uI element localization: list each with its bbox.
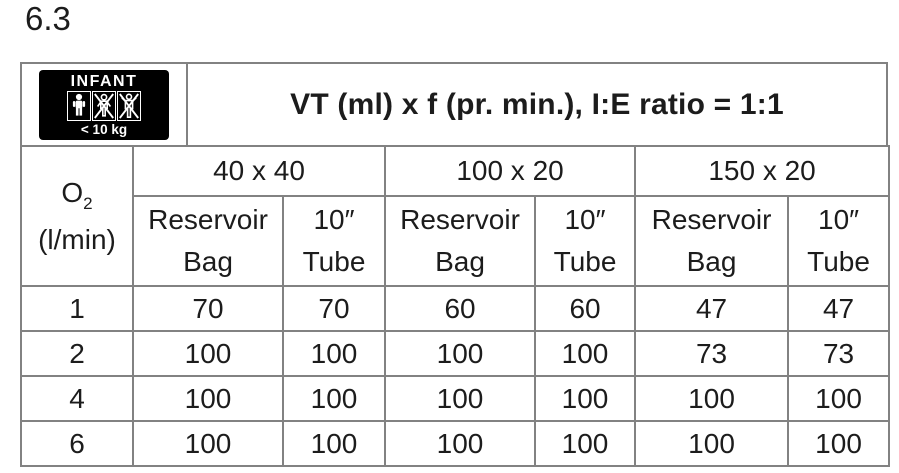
o2-flow-header: O2 (l/min): [20, 145, 134, 287]
tube-size-label: 10″: [564, 204, 606, 235]
cell-value: 47: [634, 285, 790, 332]
sub-header-row: Reservoir Bag 10″ Tube Reservoir Bag 10″…: [21, 195, 891, 287]
group-header-150x20: 150 x 20: [634, 145, 891, 197]
tube-size-label: 10″: [313, 204, 355, 235]
cell-value: 100: [132, 420, 284, 467]
cell-value: 100: [281, 330, 387, 377]
badge-label: INFANT: [70, 72, 138, 90]
child-prohibited-icon: [92, 90, 116, 121]
cell-value: 100: [132, 330, 284, 377]
cell-value: 100: [787, 420, 891, 467]
cell-value: 100: [534, 420, 637, 467]
cell-value: 60: [534, 285, 637, 332]
infant-badge: INFANT: [39, 69, 169, 140]
reservoir-label: Reservoir: [651, 204, 772, 235]
cell-value: 100: [634, 420, 790, 467]
col-header-reservoir-bag-2: Reservoir Bag: [384, 195, 537, 287]
cell-value: 100: [534, 375, 637, 422]
ventilation-table: INFANT: [20, 62, 891, 467]
o2-flow-value: 6: [20, 420, 134, 467]
cell-value: 100: [384, 330, 537, 377]
o2-flow-value: 2: [20, 330, 134, 377]
col-header-reservoir-bag-1: Reservoir Bag: [132, 195, 284, 287]
table-title-row: INFANT: [20, 62, 888, 145]
cell-value: 100: [384, 375, 537, 422]
o2-flow-value: 4: [20, 375, 134, 422]
patient-category-cell: INFANT: [22, 64, 188, 145]
cell-value: 100: [132, 375, 284, 422]
table-row: 2 100 100 100 100 73 73: [20, 330, 891, 377]
infant-figure-icon: [66, 90, 91, 121]
cell-value: 60: [384, 285, 537, 332]
group-header-40x40: 40 x 40: [131, 145, 387, 197]
reservoir-label: Reservoir: [148, 204, 268, 235]
tube-label: Tube: [302, 246, 366, 277]
cell-value: 70: [281, 285, 387, 332]
bag-label: Bag: [183, 246, 233, 277]
badge-weight-limit: < 10 kg: [80, 121, 128, 137]
tube-label: Tube: [553, 246, 617, 277]
o2-unit: (l/min): [38, 223, 116, 255]
cell-value: 73: [634, 330, 790, 377]
badge-pictograms: [66, 90, 142, 121]
o2-flow-value: 1: [20, 285, 134, 332]
table-row: 4 100 100 100 100 100 100: [20, 375, 891, 422]
col-header-tube-1: 10″ Tube: [281, 195, 387, 287]
cell-value: 70: [132, 285, 284, 332]
o2-subscript: 2: [83, 193, 93, 213]
reservoir-label: Reservoir: [400, 204, 520, 235]
cell-value: 100: [281, 375, 387, 422]
cell-value: 100: [534, 330, 637, 377]
bag-label: Bag: [686, 246, 737, 277]
cell-value: 73: [787, 330, 891, 377]
col-header-reservoir-bag-3: Reservoir Bag: [634, 195, 790, 287]
section-number: 6.3: [25, 0, 71, 37]
table-row: 6 100 100 100 100 100 100: [20, 420, 891, 467]
tube-size-label: 10″: [818, 204, 860, 235]
adult-prohibited-icon: [117, 90, 142, 121]
group-header-100x20: 100 x 20: [384, 145, 637, 197]
col-header-tube-2: 10″ Tube: [534, 195, 637, 287]
cell-value: 100: [634, 375, 790, 422]
group-header-row: O2 (l/min) 40 x 40 100 x 20 150 x 20: [20, 145, 891, 287]
cell-value: 100: [281, 420, 387, 467]
o2-symbol: O: [61, 176, 84, 208]
table-title: VT (ml) x f (pr. min.), I:E ratio = 1:1: [290, 87, 784, 121]
vt-data-table: O2 (l/min) 40 x 40 100 x 20 150 x 20 Res…: [20, 145, 891, 467]
tube-label: Tube: [807, 246, 870, 277]
cell-value: 47: [787, 285, 891, 332]
cell-value: 100: [384, 420, 537, 467]
bag-label: Bag: [435, 246, 485, 277]
table-row: 1 70 70 60 60 47 47: [20, 285, 891, 332]
col-header-tube-3: 10″ Tube: [787, 195, 891, 287]
cell-value: 100: [787, 375, 891, 422]
